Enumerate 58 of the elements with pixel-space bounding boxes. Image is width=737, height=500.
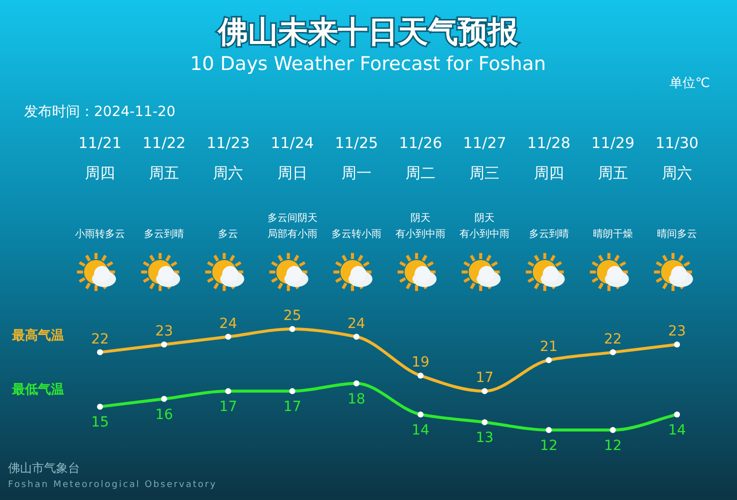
- text: 晴朗干燥: [592, 228, 633, 240]
- data-label: 25: [283, 308, 302, 324]
- data-label: 12: [540, 438, 558, 454]
- data-label: 18: [348, 391, 366, 408]
- text: 周三: [470, 164, 500, 182]
- x-tick-label: 11/28: [527, 134, 570, 152]
- x-tick-label: 11/23: [206, 134, 250, 152]
- text: 多云到晴: [144, 228, 184, 240]
- data-label: 17: [219, 399, 238, 416]
- data-label: 17: [476, 370, 494, 386]
- text: 小雨转多云: [75, 228, 125, 240]
- data-label: 24: [219, 316, 238, 332]
- data-label: 15: [91, 414, 109, 431]
- data-label: 14: [668, 422, 686, 438]
- text: 周五: [598, 164, 628, 182]
- chart-subtitle: 10 Days Weather Forecast for Foshan: [190, 53, 546, 75]
- x-tick-label: 11/29: [591, 134, 635, 152]
- text: 周一: [341, 164, 372, 182]
- text: 晴间多云: [657, 228, 697, 240]
- text: 周六: [662, 164, 692, 182]
- data-label: 12: [604, 438, 622, 454]
- data-label: 23: [668, 324, 686, 340]
- data-label: 22: [91, 331, 109, 348]
- data-label: 24: [348, 316, 366, 332]
- x-tick-label: 11/25: [334, 134, 378, 152]
- text: 发布时间：2024-11-20: [24, 104, 176, 120]
- text: 周四: [85, 164, 115, 182]
- data-label: 13: [476, 430, 494, 446]
- text: 佛山市气象台: [8, 461, 80, 475]
- text: 最低气温: [11, 382, 64, 398]
- text: 周四: [534, 164, 564, 182]
- data-label: 17: [283, 399, 302, 416]
- text: Foshan Meteorological Observatory: [8, 480, 217, 490]
- x-tick-label: 11/26: [398, 134, 442, 152]
- x-tick-label: 11/30: [655, 134, 699, 152]
- x-tick-label: 11/24: [270, 134, 314, 152]
- data-label: 19: [412, 354, 430, 371]
- text: 周二: [406, 164, 436, 182]
- data-label: 23: [155, 324, 174, 340]
- text: 阴天有小到中雨: [396, 213, 446, 240]
- text: 多云转小雨: [331, 228, 382, 240]
- x-tick-label: 11/22: [142, 134, 186, 152]
- text: 单位℃: [669, 76, 710, 91]
- data-label: 22: [604, 331, 622, 348]
- data-label: 21: [540, 339, 558, 356]
- text: 周六: [213, 164, 244, 182]
- chart-title: 佛山未来十日天气预报: [217, 15, 519, 50]
- x-tick-label: 11/21: [78, 134, 122, 152]
- data-label: 16: [155, 406, 174, 423]
- text: 周五: [149, 164, 180, 182]
- x-tick-label: 11/27: [463, 134, 506, 152]
- data-label: 14: [412, 422, 430, 438]
- text: 阴天有小到中雨: [460, 213, 510, 240]
- text: 周日: [277, 164, 308, 182]
- text: 多云到晴: [528, 228, 569, 240]
- text: 最高气温: [11, 327, 64, 344]
- text: 多云间阴天局部有小雨: [267, 212, 318, 240]
- text: 多云: [218, 228, 238, 240]
